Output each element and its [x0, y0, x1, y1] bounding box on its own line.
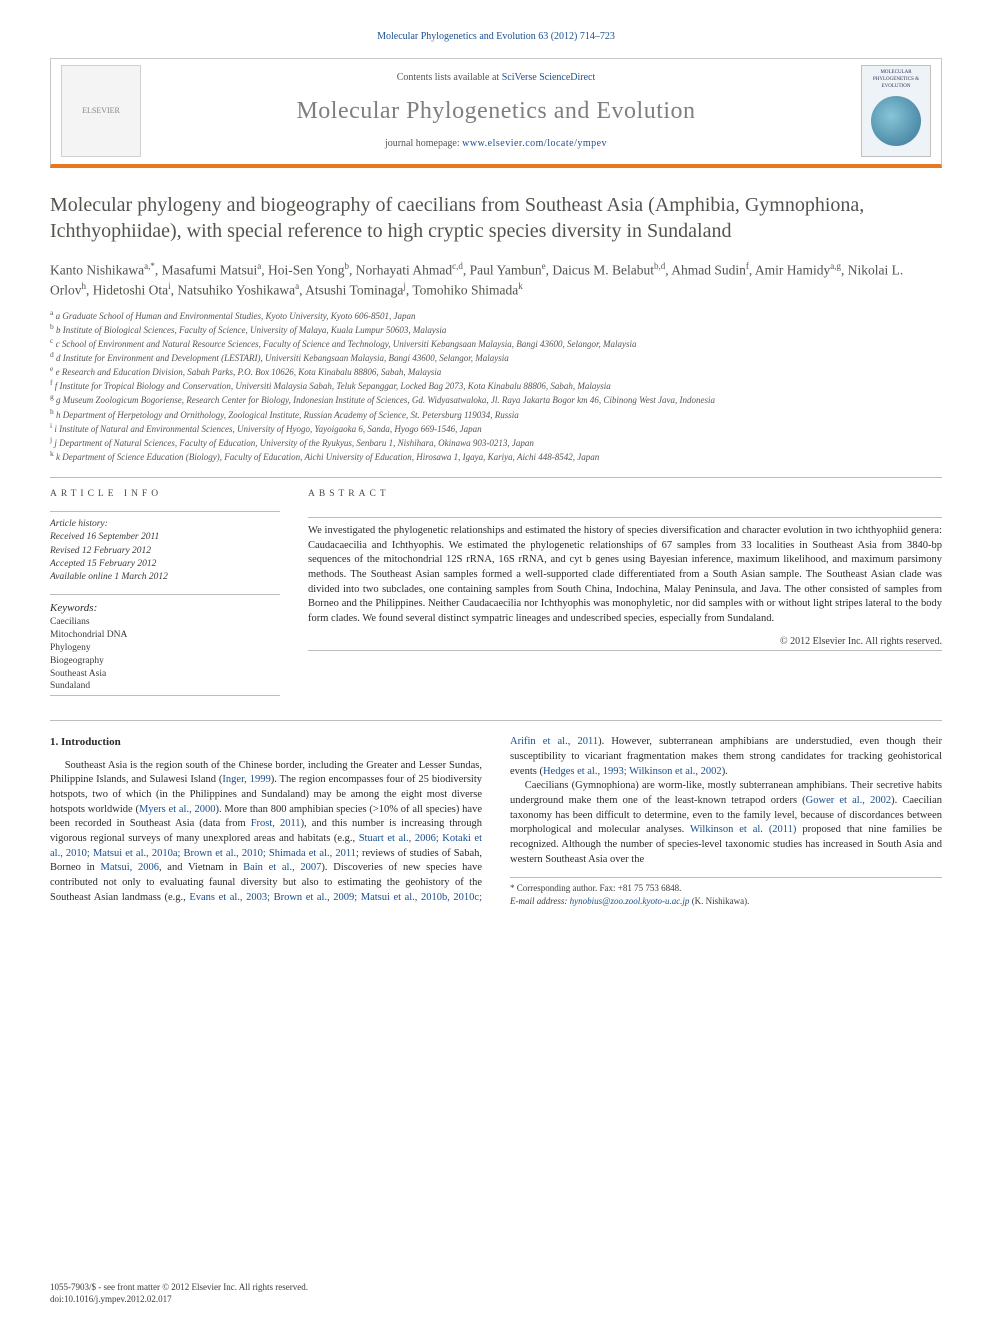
cite-hedges-wilkinson[interactable]: Hedges et al., 1993; Wilkinson et al., 2…	[543, 766, 722, 777]
keyword-2: Mitochondrial DNA	[50, 629, 280, 642]
keyword-1: Caecilians	[50, 616, 280, 629]
abstract-column: ABSTRACT We investigated the phylogeneti…	[308, 488, 942, 702]
footer-front-matter: 1055-7903/$ - see front matter © 2012 El…	[50, 1281, 942, 1293]
affil-i: i i Institute of Natural and Environment…	[50, 421, 942, 435]
article-info-heading: ARTICLE INFO	[50, 488, 280, 505]
abs-divider-2	[308, 650, 942, 651]
cite-frost-2011[interactable]: Frost, 2011	[251, 818, 301, 829]
cite-matsui-2006[interactable]: Matsui, 2006	[100, 862, 159, 873]
affiliations: a a Graduate School of Human and Environ…	[50, 308, 942, 464]
affil-d: d d Institute for Environment and Develo…	[50, 350, 942, 364]
history-label: Article history:	[50, 518, 280, 531]
abs-divider	[308, 517, 942, 518]
journal-cover-thumb: MOLECULAR PHYLOGENETICS & EVOLUTION	[861, 65, 931, 157]
info-divider	[50, 511, 280, 512]
email-label: E-mail address:	[510, 896, 567, 906]
affil-k: k k Department of Science Education (Bio…	[50, 449, 942, 463]
corr-email-row: E-mail address: hynobius@zoo.zool.kyoto-…	[510, 895, 942, 908]
p1-f: , and Vietnam in	[159, 862, 243, 873]
keyword-4: Biogeography	[50, 655, 280, 668]
top-citation: Molecular Phylogenetics and Evolution 63…	[50, 30, 942, 44]
cover-brain-graphic	[871, 96, 921, 146]
journal-title: Molecular Phylogenetics and Evolution	[171, 95, 821, 127]
journal-header: ELSEVIER Contents lists available at Sci…	[50, 58, 942, 168]
cover-label: MOLECULAR PHYLOGENETICS & EVOLUTION	[866, 70, 926, 90]
corr-email[interactable]: hynobius@zoo.zool.kyoto-u.ac.jp	[570, 896, 690, 906]
keyword-5: Southeast Asia	[50, 668, 280, 681]
cite-bain-2007[interactable]: Bain et al., 2007	[243, 862, 321, 873]
p1-i: ).	[722, 766, 728, 777]
cite-inger-1999[interactable]: Inger, 1999	[222, 774, 270, 785]
article-info-column: ARTICLE INFO Article history: Received 1…	[50, 488, 280, 702]
homepage-prefix: journal homepage:	[385, 138, 462, 149]
keyword-6: Sundaland	[50, 680, 280, 693]
affil-f: f f Institute for Tropical Biology and C…	[50, 378, 942, 392]
elsevier-logo: ELSEVIER	[61, 65, 141, 157]
abstract-copyright: © 2012 Elsevier Inc. All rights reserved…	[308, 635, 942, 649]
contents-line: Contents lists available at SciVerse Sci…	[171, 71, 821, 85]
footer-line: 1055-7903/$ - see front matter © 2012 El…	[50, 1281, 942, 1305]
keywords-label: Keywords:	[50, 601, 280, 616]
section-1-heading: 1. Introduction	[50, 735, 482, 750]
keyword-3: Phylogeny	[50, 642, 280, 655]
affil-c: c c School of Environment and Natural Re…	[50, 336, 942, 350]
affil-b: b b Institute of Biological Sciences, Fa…	[50, 322, 942, 336]
info-divider-2	[50, 594, 280, 595]
cite-gower-2002[interactable]: Gower et al., 2002	[806, 795, 891, 806]
affil-e: e e Research and Education Division, Sab…	[50, 364, 942, 378]
body-two-columns: 1. Introduction Southeast Asia is the re…	[50, 720, 942, 907]
info-divider-3	[50, 695, 280, 696]
contents-prefix: Contents lists available at	[397, 72, 502, 83]
affil-h: h h Department of Herpetology and Ornith…	[50, 407, 942, 421]
received-date: Received 16 September 2011	[50, 531, 280, 544]
accepted-date: Accepted 15 February 2012	[50, 558, 280, 571]
revised-date: Revised 12 February 2012	[50, 545, 280, 558]
corr-who: (K. Nishikawa).	[692, 896, 750, 906]
header-center: Contents lists available at SciVerse Sci…	[171, 71, 821, 150]
affil-j: j j Department of Natural Sciences, Facu…	[50, 435, 942, 449]
abstract-text: We investigated the phylogenetic relatio…	[308, 524, 942, 627]
article-history: Article history: Received 16 September 2…	[50, 518, 280, 584]
footer-doi: doi:10.1016/j.ympev.2012.02.017	[50, 1293, 942, 1305]
cite-wilkinson-2011[interactable]: Wilkinson et al. (2011)	[690, 824, 796, 835]
info-abstract-row: ARTICLE INFO Article history: Received 1…	[50, 477, 942, 702]
corresponding-author: * Corresponding author. Fax: +81 75 753 …	[510, 877, 942, 907]
affil-a: a a Graduate School of Human and Environ…	[50, 308, 942, 322]
affil-g: g g Museum Zoologicum Bogoriense, Resear…	[50, 392, 942, 406]
abstract-heading: ABSTRACT	[308, 488, 942, 505]
author-list: Kanto Nishikawaa,*, Masafumi Matsuia, Ho…	[50, 260, 942, 300]
article-title: Molecular phylogeny and biogeography of …	[50, 192, 942, 244]
corr-fax: * Corresponding author. Fax: +81 75 753 …	[510, 882, 942, 895]
online-date: Available online 1 March 2012	[50, 571, 280, 584]
homepage-url[interactable]: www.elsevier.com/locate/ympev	[462, 138, 607, 149]
sciencedirect-link[interactable]: SciVerse ScienceDirect	[502, 72, 596, 83]
intro-para-2: Caecilians (Gymnophiona) are worm-like, …	[510, 779, 942, 867]
cite-myers-2000[interactable]: Myers et al., 2000	[139, 804, 216, 815]
journal-homepage: journal homepage: www.elsevier.com/locat…	[171, 137, 821, 151]
keywords-block: Keywords: Caecilians Mitochondrial DNA P…	[50, 601, 280, 693]
